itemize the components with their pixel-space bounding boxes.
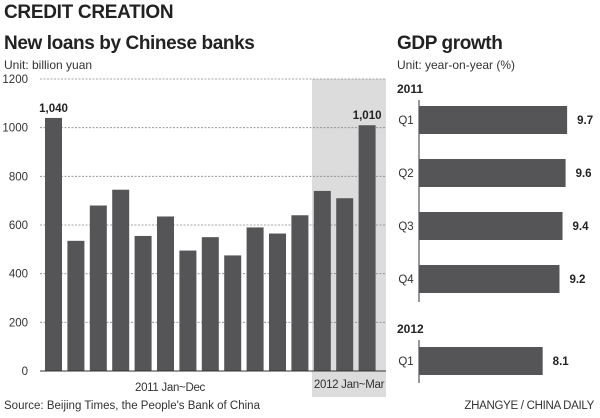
- loan-bar: [336, 198, 354, 371]
- y-tick-label: 600: [9, 220, 28, 232]
- loan-bar: [179, 250, 197, 371]
- gdp-bar: [419, 159, 566, 187]
- loan-bar: [45, 117, 62, 371]
- year-label: 2012: [397, 322, 424, 336]
- gdp-bar: [419, 347, 543, 375]
- loan-bar: [157, 216, 174, 371]
- loan-bar: [134, 235, 152, 371]
- data-label: 1,040: [39, 103, 68, 115]
- group-label: 2011 Jan~Dec: [135, 382, 206, 394]
- y-tick-label: 1000: [2, 123, 28, 135]
- loan-bar: [89, 205, 107, 371]
- y-tick-label: 1200: [2, 74, 28, 86]
- loan-bar: [291, 215, 309, 371]
- source-note: Source: Beijing Times, the People's Bank…: [4, 400, 260, 412]
- year-label: 2011: [397, 82, 423, 96]
- loan-bar: [224, 255, 242, 371]
- y-tick-label: 200: [9, 317, 28, 329]
- category-label: Q3: [398, 221, 413, 233]
- gdp-bar: [419, 106, 568, 134]
- loans-title: New loans by Chinese banks: [4, 33, 255, 54]
- category-label: Q2: [398, 168, 413, 180]
- data-label: 9.4: [573, 221, 590, 233]
- data-label: 9.6: [576, 168, 592, 180]
- loan-bar: [246, 227, 264, 371]
- loan-bar: [201, 237, 219, 371]
- y-tick-label: 0: [22, 366, 28, 378]
- gdp-bar: [419, 265, 560, 293]
- y-tick-label: 400: [9, 269, 28, 281]
- loan-bar: [67, 240, 85, 371]
- category-label: Q1: [398, 115, 413, 127]
- data-label: 1,010: [353, 110, 382, 122]
- group-label: 2012 Jan~Mar: [314, 379, 385, 391]
- loan-bar: [313, 190, 331, 371]
- data-label: 9.2: [569, 274, 585, 286]
- gdp-bar: [419, 212, 563, 240]
- loan-bar: [269, 233, 286, 371]
- credit-note: ZHANGYE / CHINA DAILY: [464, 400, 594, 412]
- gdp-title: GDP growth: [397, 33, 503, 54]
- category-label: Q1: [398, 356, 413, 368]
- loan-bar: [358, 125, 376, 371]
- data-label: 8.1: [553, 356, 570, 368]
- gdp-unit: Unit: year-on-year (%): [397, 58, 516, 72]
- loans-unit: Unit: billion yuan: [4, 58, 93, 72]
- main-title: CREDIT CREATION: [4, 2, 174, 23]
- loan-bar: [112, 189, 130, 371]
- y-tick-label: 800: [9, 171, 28, 183]
- category-label: Q4: [398, 274, 414, 286]
- data-label: 9.7: [577, 115, 593, 127]
